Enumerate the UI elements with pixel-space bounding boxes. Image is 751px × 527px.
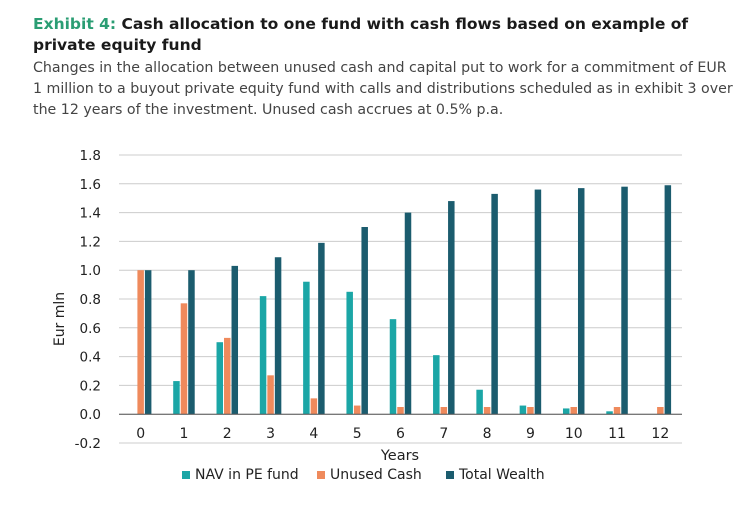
bar-unused-cash-year-2 xyxy=(224,337,231,415)
bar-unused-cash-year-0 xyxy=(137,270,144,415)
bar-unused-cash-year-8 xyxy=(483,407,491,415)
bar-nav-in-pe-fund-year-6 xyxy=(389,319,397,415)
bar-total-wealth-year-7 xyxy=(448,201,455,415)
bar-unused-cash-year-10 xyxy=(570,407,577,415)
chart-subtitle: Changes in the allocation between unused… xyxy=(33,60,733,118)
bar-unused-cash-year-3 xyxy=(267,375,274,415)
x-tick-label: 12 xyxy=(651,426,669,442)
bar-unused-cash-year-4 xyxy=(310,398,318,415)
y-axis-tick-labels: 1.8 1.6 1.4 1.2 1.0 0.8 0.6 0.4 0.2 0.0 -0.2 xyxy=(75,148,101,452)
x-tick-label: 4 xyxy=(309,426,318,442)
title-text: Cash allocation to one fund with cash fl… xyxy=(33,15,689,54)
bar-unused-cash-year-1 xyxy=(180,303,188,415)
legend-swatch xyxy=(317,471,325,479)
bar-unused-cash-year-9 xyxy=(527,407,534,415)
bar-nav-in-pe-fund-year-4 xyxy=(303,281,310,415)
y-axis-label: Eur mln xyxy=(52,292,68,346)
exhibit-label: Exhibit 4: xyxy=(33,15,117,33)
bar-nav-in-pe-fund-year-7 xyxy=(433,355,440,415)
bar-total-wealth-year-11 xyxy=(621,186,628,415)
bar-unused-cash-year-11 xyxy=(613,407,621,415)
legend-item: NAV in PE fund xyxy=(182,467,299,483)
bar-total-wealth-year-9 xyxy=(534,189,542,415)
x-tick-label: 8 xyxy=(483,426,492,442)
bar-nav-in-pe-fund-year-2 xyxy=(216,342,224,415)
x-tick-label: 6 xyxy=(396,426,405,442)
bar-nav-in-pe-fund-year-11 xyxy=(606,411,613,415)
bar-nav-in-pe-fund-year-3 xyxy=(259,296,267,415)
x-tick-label: 2 xyxy=(223,426,232,442)
x-tick-label: 9 xyxy=(526,426,535,442)
gridlines xyxy=(119,154,682,444)
y-tick-label: 0.2 xyxy=(80,378,101,394)
bar-unused-cash-year-12 xyxy=(657,407,664,415)
legend: NAV in PE fund Unused Cash Total Wealth xyxy=(182,467,545,483)
x-tick-label: 3 xyxy=(266,426,275,442)
chart-header: Exhibit 4: Cash allocation to one fund w… xyxy=(33,14,733,121)
legend-swatch xyxy=(182,471,190,479)
bar-unused-cash-year-7 xyxy=(440,407,448,415)
x-tick-label: 5 xyxy=(353,426,362,442)
y-tick-label: 0.4 xyxy=(80,350,101,366)
x-tick-label: 10 xyxy=(565,426,583,442)
bar-total-wealth-year-0 xyxy=(144,270,152,415)
y-tick-label: 1.0 xyxy=(80,263,101,279)
bar-total-wealth-year-8 xyxy=(491,193,498,415)
legend-label: Total Wealth xyxy=(458,467,545,483)
bar-nav-in-pe-fund-year-9 xyxy=(519,405,527,415)
y-tick-label: 0.8 xyxy=(80,292,101,308)
x-tick-label: 1 xyxy=(180,426,189,442)
bar-unused-cash-year-6 xyxy=(397,407,404,415)
bar-total-wealth-year-1 xyxy=(188,270,195,415)
bar-total-wealth-year-4 xyxy=(318,242,325,415)
legend-item: Unused Cash xyxy=(317,467,422,483)
legend-item: Total Wealth xyxy=(446,467,545,483)
x-tick-label: 11 xyxy=(608,426,626,442)
x-axis-label: Years xyxy=(380,448,419,464)
bar-total-wealth-year-6 xyxy=(404,212,412,415)
legend-label: Unused Cash xyxy=(330,467,422,483)
y-tick-label: 1.6 xyxy=(80,177,101,193)
bar-unused-cash-year-5 xyxy=(353,405,361,415)
y-tick-label: 0.6 xyxy=(80,321,101,337)
y-tick-label: 1.4 xyxy=(80,206,101,222)
x-tick-label: 0 xyxy=(136,426,145,442)
x-tick-label: 7 xyxy=(439,426,448,442)
y-tick-label: 1.8 xyxy=(80,148,101,164)
bar-nav-in-pe-fund-year-1 xyxy=(173,381,180,415)
x-axis-tick-labels: 0 1 2 3 4 5 6 7 8 9 10 11 12 xyxy=(136,426,669,442)
bar-nav-in-pe-fund-year-10 xyxy=(562,408,570,415)
bar-nav-in-pe-fund-year-8 xyxy=(476,389,483,415)
y-tick-label: -0.2 xyxy=(75,436,101,452)
y-tick-label: 1.2 xyxy=(80,234,101,250)
bar-total-wealth-year-3 xyxy=(274,257,282,415)
bar-total-wealth-year-5 xyxy=(361,227,368,415)
chart-title: Exhibit 4: Cash allocation to one fund w… xyxy=(33,14,733,56)
bar-total-wealth-year-12 xyxy=(664,185,672,415)
bar-total-wealth-year-2 xyxy=(231,265,239,415)
y-tick-label: 0.0 xyxy=(80,407,101,423)
bar-nav-in-pe-fund-year-5 xyxy=(346,291,353,415)
legend-swatch xyxy=(446,471,454,479)
bar-total-wealth-year-10 xyxy=(577,188,585,415)
legend-label: NAV in PE fund xyxy=(195,467,299,483)
bars xyxy=(137,185,672,415)
